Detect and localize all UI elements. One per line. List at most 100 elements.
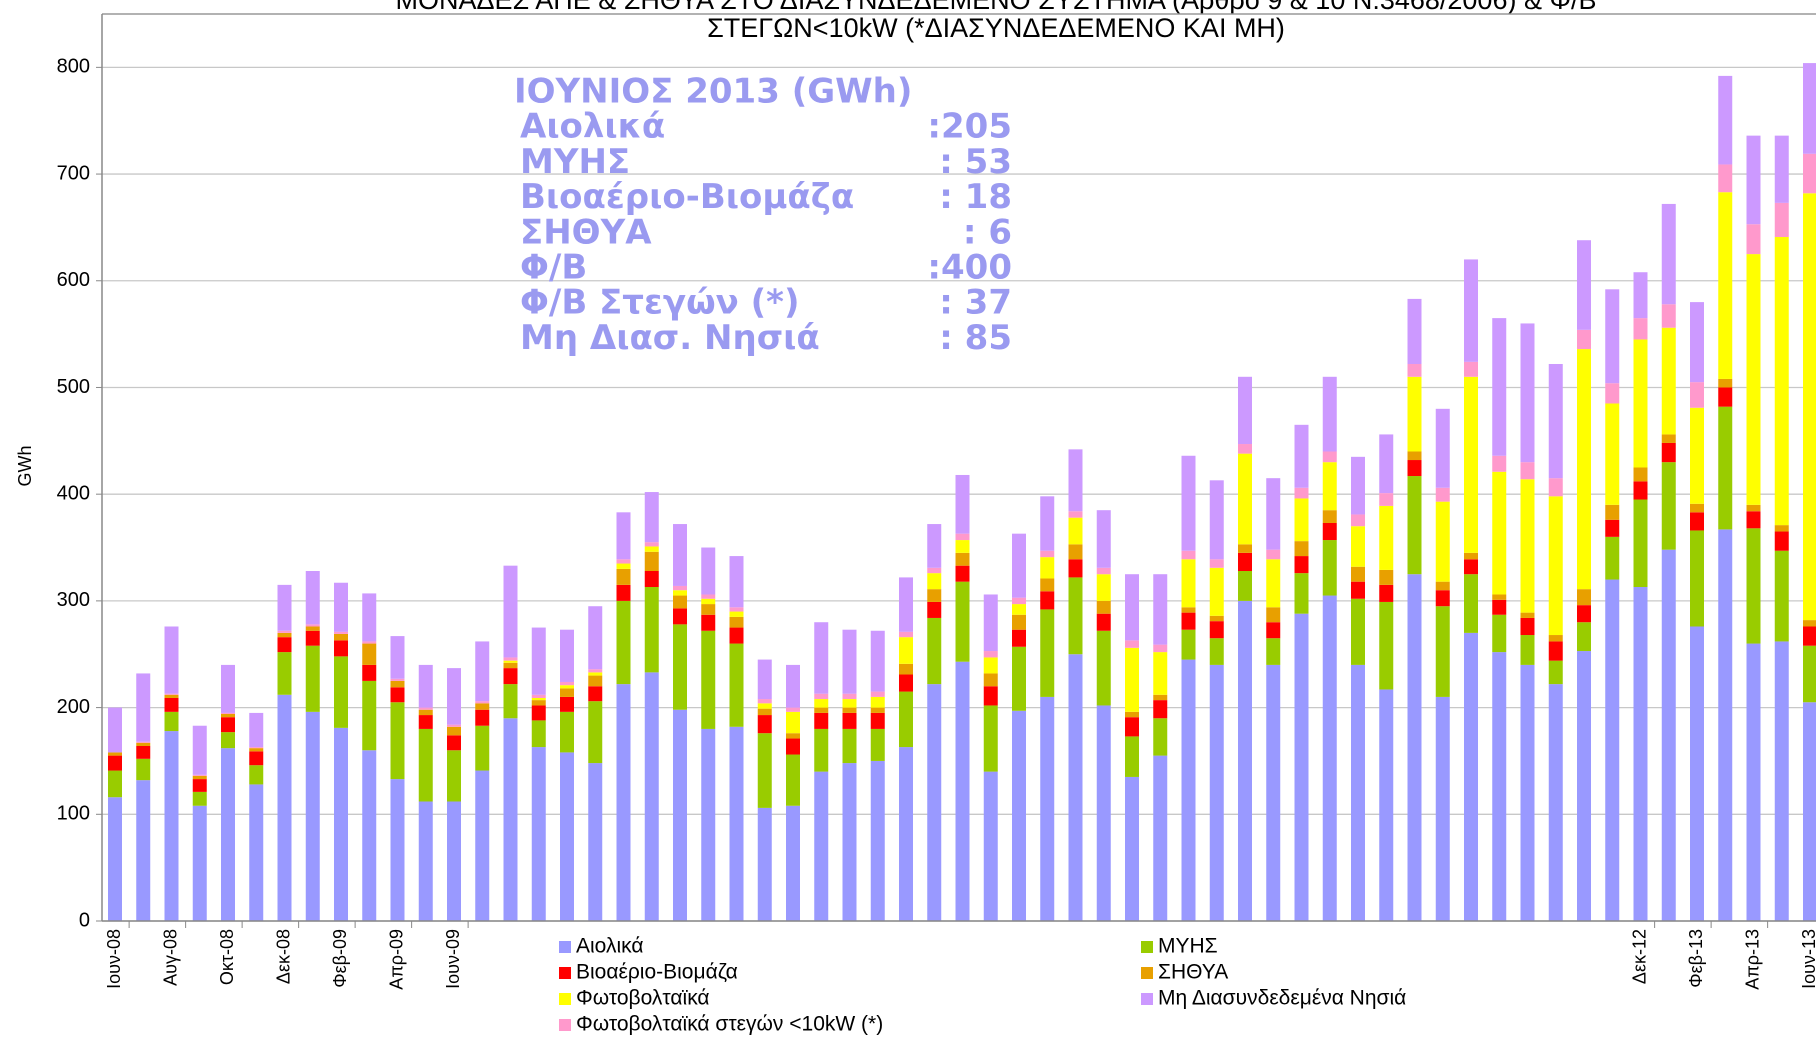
bar-segment — [899, 577, 913, 632]
y-tick-label: 700 — [57, 162, 90, 184]
bar-segment — [701, 547, 716, 595]
bar-segment — [334, 631, 348, 634]
bar-segment — [588, 686, 603, 702]
bar-segment — [1803, 620, 1816, 627]
bar-segment — [1379, 601, 1394, 690]
bar-segment — [136, 741, 151, 743]
bar-segment — [757, 659, 772, 700]
bar-segment — [1238, 453, 1252, 545]
x-tick-label: Οκτ-08 — [217, 929, 237, 985]
bar-segment — [1294, 498, 1309, 542]
bar-segment — [842, 707, 857, 713]
bar-segment — [644, 551, 659, 572]
bar-segment — [531, 720, 546, 748]
bar-segment — [842, 629, 857, 694]
bar-segment — [362, 680, 377, 751]
bar-segment — [588, 763, 603, 921]
bar-segment — [1407, 298, 1422, 364]
bar-segment — [1690, 503, 1704, 513]
bar-segment — [729, 616, 744, 628]
bar-segment — [1774, 135, 1789, 203]
bar-segment — [164, 694, 179, 698]
bar-segment — [983, 705, 998, 772]
bar-segment — [221, 717, 235, 733]
bar-segment — [673, 524, 687, 586]
bar-segment — [531, 697, 546, 701]
bar-segment — [164, 711, 179, 732]
bar-segment — [249, 747, 264, 749]
bar-segment — [560, 685, 574, 689]
bar-segment — [1746, 135, 1761, 225]
bar-segment — [1661, 203, 1676, 305]
bar-segment — [588, 672, 603, 676]
bar-segment — [277, 652, 292, 695]
bar-segment — [447, 750, 461, 802]
bar-segment — [390, 687, 405, 703]
bar-segment — [1633, 318, 1648, 340]
bar-segment — [503, 718, 518, 921]
bar-segment — [560, 711, 574, 753]
bar-segment — [1435, 487, 1450, 502]
bar-segment — [1548, 478, 1563, 497]
bar-segment — [1492, 318, 1507, 456]
bar-segment — [1125, 717, 1139, 737]
bar-segment — [1294, 424, 1309, 488]
annotation-value: : 18 — [939, 177, 1012, 217]
bar-segment — [1153, 700, 1168, 719]
bar-segment — [955, 581, 970, 662]
bar-segment — [1577, 240, 1591, 330]
bar-segment — [1577, 622, 1591, 652]
bar-segment — [1012, 604, 1026, 615]
bar-segment — [1718, 75, 1733, 165]
bar-segment — [305, 624, 320, 627]
x-tick-label: Ιουν-08 — [104, 929, 124, 989]
bar-segment — [1096, 630, 1111, 706]
bar-segment — [305, 630, 320, 646]
bar-segment — [814, 712, 829, 729]
bar-segment — [1803, 626, 1816, 646]
bar-segment — [673, 608, 687, 625]
y-tick-label: 0 — [79, 909, 90, 931]
bar-segment — [842, 728, 857, 764]
annotation-label: Φ/Β — [520, 248, 587, 288]
bar-segment — [899, 747, 913, 921]
bar-segment — [1492, 471, 1507, 595]
bar-segment — [390, 680, 405, 688]
bar-segment — [701, 594, 716, 599]
bar-segment — [955, 533, 970, 541]
bar-segment — [1096, 574, 1111, 601]
bar-segment — [1435, 501, 1450, 582]
bar-segment — [1238, 571, 1252, 601]
bar-segment — [503, 684, 518, 719]
bar-segment — [870, 760, 885, 921]
bar-segment — [249, 751, 264, 766]
bar-segment — [418, 707, 433, 710]
bar-segment — [1548, 660, 1563, 685]
bar-segment — [108, 770, 122, 798]
bar-segment — [136, 758, 151, 781]
bar-segment — [1661, 462, 1676, 550]
bar-segment — [1125, 776, 1139, 921]
bar-segment — [362, 593, 377, 642]
bar-segment — [305, 626, 320, 631]
bar-segment — [1322, 540, 1337, 596]
bar-segment — [1774, 641, 1789, 921]
bar-segment — [927, 524, 942, 568]
bar-segment — [1633, 339, 1648, 468]
bar-segment — [1435, 696, 1450, 921]
bar-segment — [616, 559, 631, 564]
bar-segment — [221, 732, 235, 749]
annotation-title: ΙΟΥΝΙΟΣ 2013 (GWh) — [514, 72, 912, 112]
bar-segment — [531, 694, 546, 698]
bar-segment — [1718, 192, 1733, 379]
bar-segment — [842, 763, 857, 921]
bar-segment — [1040, 591, 1055, 610]
bar-segment — [1209, 621, 1224, 639]
bar-segment — [1605, 403, 1620, 505]
bar-segment — [362, 664, 377, 681]
bar-segment — [1633, 481, 1648, 500]
bar-segment — [899, 637, 913, 664]
x-tick-label: Ιουν-09 — [443, 929, 463, 989]
bar-segment — [1153, 755, 1168, 921]
bar-segment — [983, 686, 998, 706]
